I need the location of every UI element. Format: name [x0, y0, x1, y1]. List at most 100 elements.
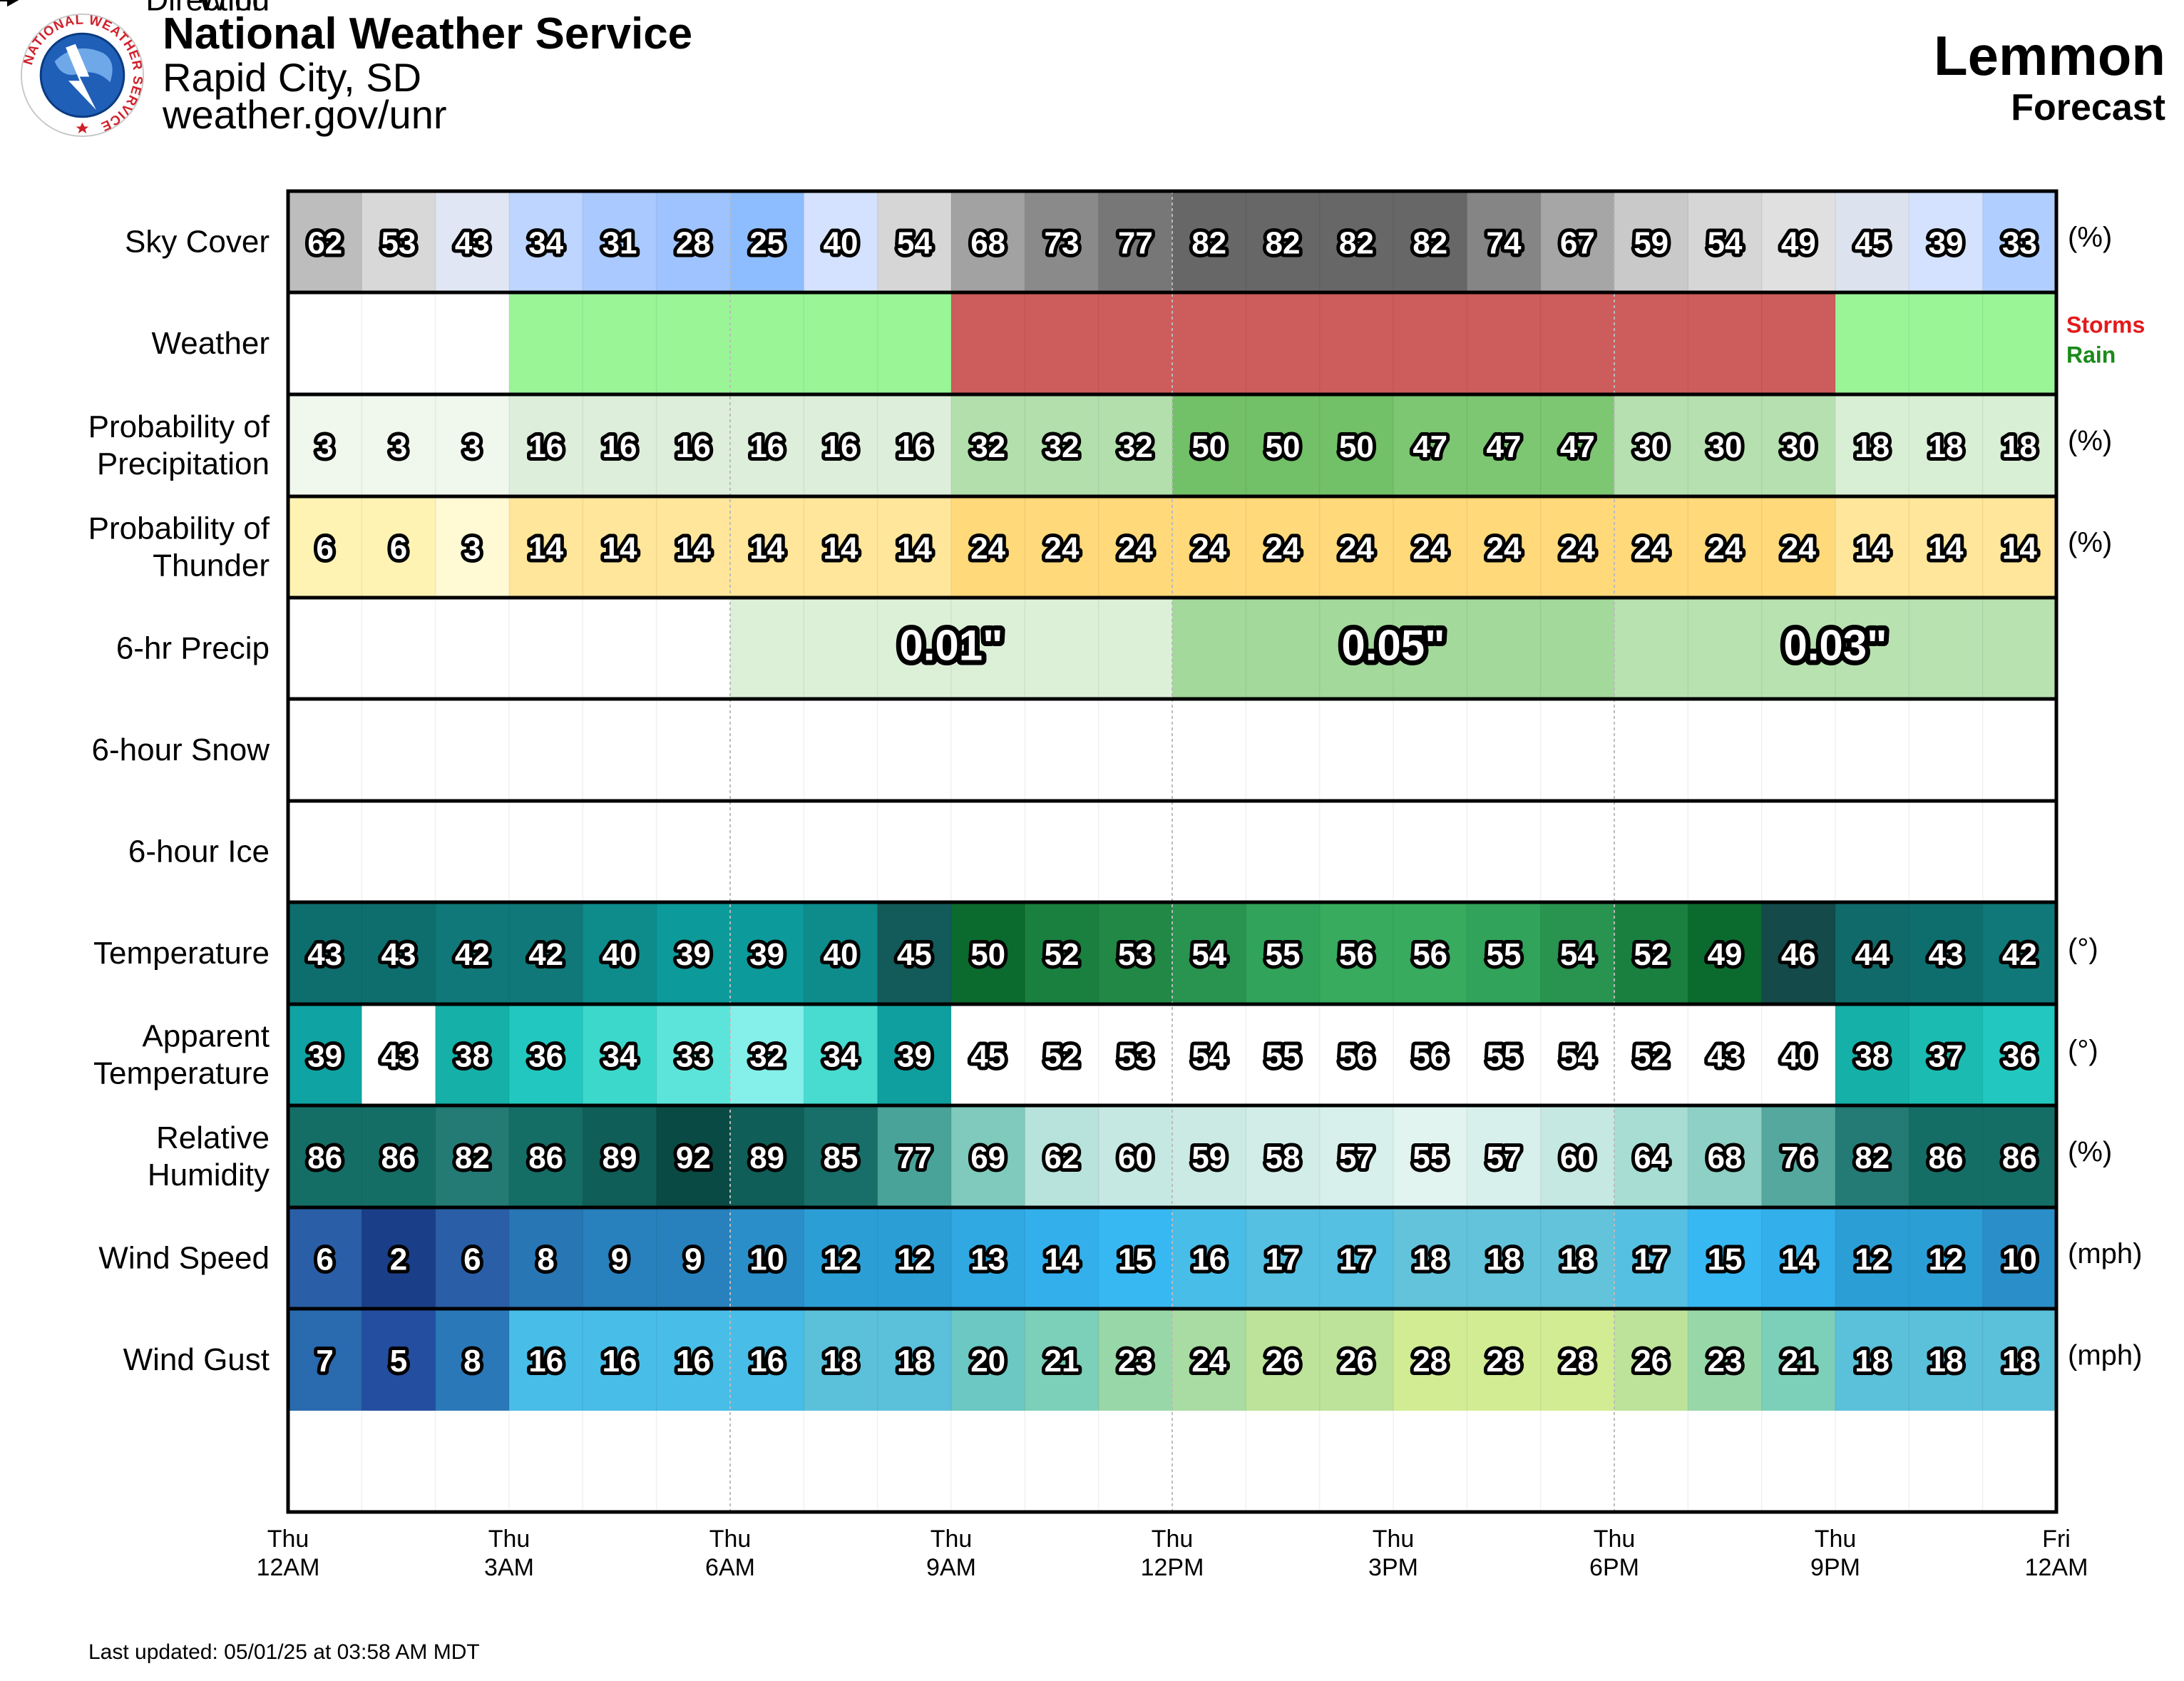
wspd-cell — [656, 1207, 731, 1309]
pop-cell — [1761, 394, 1836, 496]
apparent-cell — [951, 1004, 1025, 1105]
apparent-value: 34 — [603, 1039, 637, 1074]
thunder-value: 24 — [1708, 531, 1743, 566]
x-tick-day: Thu — [1373, 1526, 1415, 1553]
apparent-value: 36 — [2002, 1039, 2037, 1074]
x-tick-time: 12PM — [1141, 1554, 1204, 1581]
sky-value: 62 — [307, 226, 342, 261]
weather-cell — [583, 292, 657, 394]
sky-cell — [1835, 191, 1909, 292]
apparent-cell — [804, 1004, 878, 1105]
wspd-value: 12 — [897, 1242, 932, 1277]
sky-cell — [583, 191, 657, 292]
apparent-cell — [1761, 1004, 1836, 1105]
pop-cell — [1246, 394, 1321, 496]
temp-value: 55 — [1487, 937, 1522, 972]
sky-value: 68 — [970, 226, 1005, 261]
gust-value: 23 — [1118, 1344, 1153, 1379]
wspd-cell — [804, 1207, 878, 1309]
thunder-cell — [1982, 496, 2057, 598]
sky-value: 40 — [824, 226, 858, 261]
rh-cell — [1319, 1105, 1394, 1207]
wspd-cell — [1835, 1207, 1909, 1309]
pop-cell — [804, 394, 878, 496]
thunder-cell — [1614, 496, 1688, 598]
temp-cell — [656, 902, 731, 1004]
thunder-value: 14 — [2002, 531, 2037, 566]
rh-value: 86 — [2002, 1140, 2037, 1175]
website-link[interactable]: weather.gov/unr — [163, 92, 447, 137]
apparent-value: 54 — [1191, 1039, 1226, 1074]
apparent-cell — [1172, 1004, 1246, 1105]
temp-cell — [1098, 902, 1173, 1004]
thunder-cell — [1025, 496, 1099, 598]
qpf-block — [288, 598, 730, 699]
temp-value: 42 — [455, 937, 490, 972]
sky-value: 45 — [1855, 226, 1890, 261]
rh-value: 86 — [528, 1140, 563, 1175]
wspd-cell — [583, 1207, 657, 1309]
weather-cell — [509, 292, 583, 394]
pop-value: 18 — [2002, 429, 2037, 464]
qpf-amount: 0.03" — [1783, 622, 1887, 670]
pop-value: 3 — [316, 429, 333, 464]
sky-cell — [1172, 191, 1246, 292]
wspd-value: 10 — [749, 1242, 784, 1277]
pop-value: 16 — [603, 429, 637, 464]
sky-cell — [362, 191, 436, 292]
temp-value: 46 — [1781, 937, 1816, 972]
gust-cell — [583, 1309, 657, 1411]
gust-value: 26 — [1634, 1344, 1668, 1379]
row-label-qpf: 6-hr Precip — [116, 631, 270, 666]
wspd-value: 10 — [2002, 1242, 2037, 1277]
pop-cell — [1025, 394, 1099, 496]
pop-value: 47 — [1413, 429, 1447, 464]
wspd-value: 6 — [316, 1242, 333, 1277]
gust-cell — [951, 1309, 1025, 1411]
x-tick-time: 3PM — [1368, 1554, 1418, 1581]
temp-cell — [1835, 902, 1909, 1004]
thunder-cell — [730, 496, 804, 598]
wspd-cell — [730, 1207, 804, 1309]
weather-cell — [288, 292, 362, 394]
gust-cell — [1835, 1309, 1909, 1411]
rh-cell — [656, 1105, 731, 1207]
rh-value: 82 — [1855, 1140, 1890, 1175]
pop-value: 16 — [528, 429, 563, 464]
sky-value: 77 — [1118, 226, 1153, 261]
pop-cell — [1098, 394, 1173, 496]
row-unit-thunder: (%) — [2068, 527, 2112, 558]
temp-cell — [288, 902, 362, 1004]
apparent-value: 55 — [1487, 1039, 1522, 1074]
rh-value: 62 — [1045, 1140, 1080, 1175]
sky-value: 82 — [1339, 226, 1374, 261]
sky-cell — [1098, 191, 1173, 292]
weather-cell — [1319, 292, 1394, 394]
row-label-weather: Weather — [152, 326, 270, 361]
wspd-cell — [951, 1207, 1025, 1309]
wspd-cell — [1540, 1207, 1615, 1309]
thunder-value: 24 — [1045, 531, 1080, 566]
apparent-value: 38 — [1855, 1039, 1890, 1074]
wspd-cell — [1982, 1207, 2057, 1309]
apparent-cell — [1467, 1004, 1542, 1105]
row-label-rh: Relative — [156, 1120, 270, 1155]
gust-cell — [804, 1309, 878, 1411]
pop-value: 30 — [1781, 429, 1816, 464]
apparent-value: 43 — [381, 1039, 416, 1074]
wspd-cell — [1319, 1207, 1394, 1309]
rh-cell — [288, 1105, 362, 1207]
rh-cell — [1467, 1105, 1542, 1207]
sky-value: 74 — [1487, 226, 1522, 261]
sky-cell — [656, 191, 731, 292]
last-updated: Last updated: 05/01/25 at 03:58 AM MDT — [88, 1640, 480, 1664]
thunder-cell — [1688, 496, 1763, 598]
thunder-cell — [1098, 496, 1173, 598]
thunder-cell — [288, 496, 362, 598]
gust-value: 18 — [824, 1344, 858, 1379]
thunder-cell — [1319, 496, 1394, 598]
wspd-cell — [1172, 1207, 1246, 1309]
rh-cell — [1393, 1105, 1467, 1207]
temp-value: 42 — [528, 937, 563, 972]
pop-value: 50 — [1191, 429, 1226, 464]
